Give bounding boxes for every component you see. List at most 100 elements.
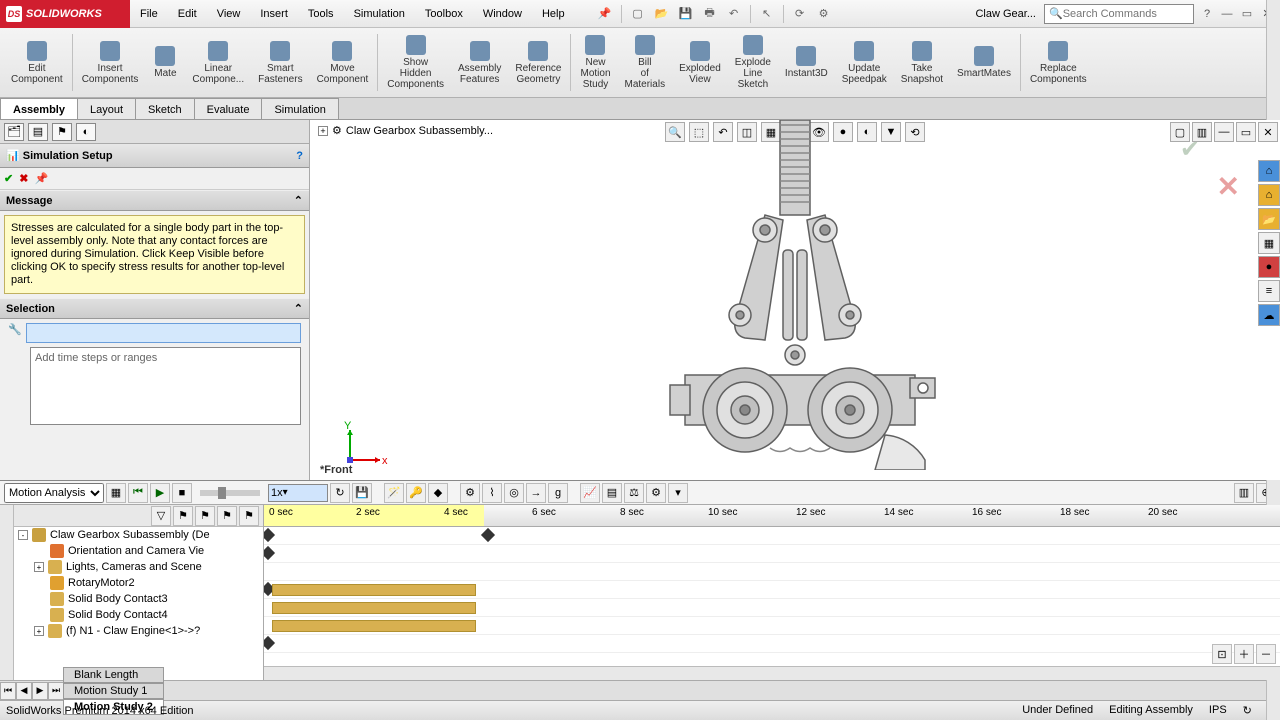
playback-speed-slider[interactable]	[200, 490, 260, 496]
sim-setup-icon[interactable]: ▤	[602, 483, 622, 503]
pushpin-icon[interactable]: 📌	[34, 172, 48, 185]
time-steps-input[interactable]: Add time steps or ranges	[30, 347, 301, 425]
message-header[interactable]: Message⌃	[0, 190, 309, 211]
menu-tools[interactable]: Tools	[298, 0, 344, 28]
collapse-icon[interactable]: ⌃	[294, 302, 303, 315]
undo-icon[interactable]: ↶	[724, 4, 744, 24]
force-icon[interactable]: →	[526, 483, 546, 503]
tree-item[interactable]: +(f) N1 - Claw Engine<1>->?	[14, 623, 263, 639]
minimize-icon[interactable]: —	[1218, 6, 1236, 22]
tree-item[interactable]: +Lights, Cameras and Scene	[14, 559, 263, 575]
collapse-icon[interactable]: ⌃	[294, 194, 303, 207]
selection-header[interactable]: Selection⌃	[0, 298, 309, 319]
menu-help[interactable]: Help	[532, 0, 575, 28]
contact-icon[interactable]: ◎	[504, 483, 524, 503]
filter-results-icon[interactable]: ⚑	[239, 506, 259, 526]
autokey-icon[interactable]: 🔑	[406, 483, 426, 503]
time-ruler[interactable]: 0 sec2 sec4 sec6 sec8 sec10 sec12 sec14 …	[264, 505, 1280, 527]
rebuild-icon[interactable]: ⟳	[790, 4, 810, 24]
feature-tree-tab-icon[interactable]: 🗂	[4, 123, 24, 141]
expand-icon[interactable]: +	[318, 126, 328, 136]
save-anim-icon[interactable]: 💾	[352, 483, 372, 503]
pushpin-icon[interactable]: 📌	[595, 4, 615, 24]
link-views-icon[interactable]: —	[1214, 122, 1234, 142]
ribbon-mate[interactable]: Mate	[145, 30, 185, 95]
ribbon-explode-line-sketch[interactable]: ExplodeLineSketch	[728, 30, 778, 95]
new-icon[interactable]: ▢	[628, 4, 648, 24]
timeline-row[interactable]	[264, 635, 1280, 653]
zoom-out-icon[interactable]: －	[1256, 644, 1276, 664]
prev-tab-icon[interactable]: ◀	[16, 682, 32, 700]
status-units[interactable]: IPS	[1209, 704, 1227, 717]
ribbon-bill-of-materials[interactable]: BillofMaterials	[618, 30, 673, 95]
expand-icon[interactable]: +	[34, 626, 44, 636]
ribbon-insert-components[interactable]: InsertComponents	[75, 30, 146, 95]
ribbon-smart-fasteners[interactable]: SmartFasteners	[251, 30, 309, 95]
tree-item[interactable]: Solid Body Contact4	[14, 607, 263, 623]
tree-item[interactable]: Orientation and Camera Vie	[14, 543, 263, 559]
ribbon-take-snapshot[interactable]: TakeSnapshot	[894, 30, 950, 95]
ribbon-instant-d[interactable]: Instant3D	[778, 30, 835, 95]
restore-icon[interactable]: ▭	[1238, 6, 1256, 22]
ribbon-move-component[interactable]: MoveComponent	[310, 30, 376, 95]
breadcrumb-text[interactable]: Claw Gearbox Subassembly...	[346, 125, 493, 137]
graphics-viewport[interactable]: + ⚙ Claw Gearbox Subassembly... 🔍 ⬚ ↶ ◫ …	[310, 120, 1280, 480]
collapse-icon[interactable]: ▥	[1234, 483, 1254, 503]
filter-anim-icon[interactable]: ⚑	[173, 506, 193, 526]
design-lib-tab-icon[interactable]: ⌂	[1258, 184, 1280, 206]
loop-icon[interactable]: ↻	[330, 483, 350, 503]
timeline-row[interactable]	[264, 599, 1280, 617]
zoom-in-icon[interactable]: ＋	[1234, 644, 1254, 664]
filter-selected-icon[interactable]: ⚑	[217, 506, 237, 526]
ribbon-assembly-features[interactable]: AssemblyFeatures	[451, 30, 508, 95]
menu-simulation[interactable]: Simulation	[344, 0, 415, 28]
play-start-icon[interactable]: ⏮	[128, 483, 148, 503]
gravity-icon[interactable]: g	[548, 483, 568, 503]
speed-select[interactable]: 1x ▾	[268, 484, 328, 502]
study-type-select[interactable]: Motion Analysis	[4, 483, 104, 503]
bottom-tab[interactable]: Motion Study 1	[63, 683, 164, 699]
confirm-corner-ok-icon[interactable]: ✔	[1180, 135, 1200, 164]
ok-icon[interactable]: ✔	[4, 172, 13, 185]
tab-simulation[interactable]: Simulation	[261, 98, 338, 119]
ribbon-smartmates[interactable]: SmartMates	[950, 30, 1018, 95]
ribbon-new-motion-study[interactable]: NewMotionStudy	[573, 30, 617, 95]
max-view-icon[interactable]: ▭	[1236, 122, 1256, 142]
filter-driving-icon[interactable]: ⚑	[195, 506, 215, 526]
property-tab-icon[interactable]: ▤	[28, 123, 48, 141]
timeline-row[interactable]	[264, 581, 1280, 599]
config-tab-icon[interactable]: ⚑	[52, 123, 72, 141]
menu-toolbox[interactable]: Toolbox	[415, 0, 473, 28]
tree-item[interactable]: Solid Body Contact3	[14, 591, 263, 607]
resources-tab-icon[interactable]: ⌂	[1258, 160, 1280, 182]
open-icon[interactable]: 📂	[652, 4, 672, 24]
save-icon[interactable]: 💾	[676, 4, 696, 24]
ribbon-exploded-view[interactable]: ExplodedView	[672, 30, 728, 95]
timeline-scrollbar[interactable]	[264, 666, 1280, 680]
menu-view[interactable]: View	[207, 0, 251, 28]
first-tab-icon[interactable]: ⏮	[0, 682, 16, 700]
file-explorer-tab-icon[interactable]: 📂	[1258, 208, 1280, 230]
search-input[interactable]	[1063, 8, 1189, 20]
filter-icon[interactable]: ▽	[151, 506, 171, 526]
bottom-tab[interactable]: Blank Length	[63, 667, 164, 683]
stop-icon[interactable]: ■	[172, 483, 192, 503]
tab-layout[interactable]: Layout	[77, 98, 136, 119]
status-rebuild-icon[interactable]: ↻	[1243, 704, 1252, 717]
dropdown-icon[interactable]: ▾	[668, 483, 688, 503]
print-icon[interactable]: 🖶	[700, 4, 720, 24]
ribbon-show-hidden-components[interactable]: ShowHiddenComponents	[380, 30, 451, 95]
help-icon[interactable]: ?	[1198, 6, 1216, 22]
menu-insert[interactable]: Insert	[250, 0, 298, 28]
selection-input[interactable]	[26, 323, 301, 343]
select-icon[interactable]: ↖	[757, 4, 777, 24]
tab-sketch[interactable]: Sketch	[135, 98, 195, 119]
tab-assembly[interactable]: Assembly	[0, 98, 78, 119]
ribbon-replace-components[interactable]: ReplaceComponents	[1023, 30, 1094, 95]
cancel-icon[interactable]: ✖	[19, 172, 28, 185]
ribbon-reference-geometry[interactable]: ReferenceGeometry	[508, 30, 568, 95]
display-tab-icon[interactable]: ◐	[76, 123, 96, 141]
timeline-row[interactable]	[264, 617, 1280, 635]
custom-props-tab-icon[interactable]: ≡	[1258, 280, 1280, 302]
menu-file[interactable]: File	[130, 0, 168, 28]
